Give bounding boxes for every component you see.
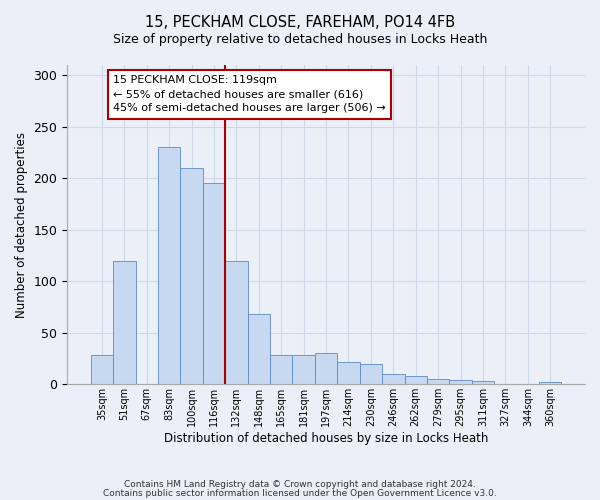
Text: 15 PECKHAM CLOSE: 119sqm
← 55% of detached houses are smaller (616)
45% of semi-: 15 PECKHAM CLOSE: 119sqm ← 55% of detach… [113, 76, 386, 114]
Bar [292, 356, 315, 384]
Bar [472, 381, 494, 384]
Bar [449, 380, 472, 384]
Text: Contains public sector information licensed under the Open Government Licence v3: Contains public sector information licen… [103, 489, 497, 498]
Bar [270, 356, 292, 384]
Y-axis label: Number of detached properties: Number of detached properties [15, 132, 28, 318]
Bar [203, 184, 225, 384]
Bar [248, 314, 270, 384]
Bar [315, 354, 337, 384]
Bar [225, 260, 248, 384]
Text: Size of property relative to detached houses in Locks Heath: Size of property relative to detached ho… [113, 32, 487, 46]
Bar [158, 148, 181, 384]
Bar [539, 382, 562, 384]
Bar [360, 364, 382, 384]
Bar [113, 260, 136, 384]
Bar [181, 168, 203, 384]
Bar [337, 362, 360, 384]
Bar [404, 376, 427, 384]
Bar [91, 356, 113, 384]
Bar [382, 374, 404, 384]
Text: 15, PECKHAM CLOSE, FAREHAM, PO14 4FB: 15, PECKHAM CLOSE, FAREHAM, PO14 4FB [145, 15, 455, 30]
X-axis label: Distribution of detached houses by size in Locks Heath: Distribution of detached houses by size … [164, 432, 488, 445]
Text: Contains HM Land Registry data © Crown copyright and database right 2024.: Contains HM Land Registry data © Crown c… [124, 480, 476, 489]
Bar [427, 379, 449, 384]
